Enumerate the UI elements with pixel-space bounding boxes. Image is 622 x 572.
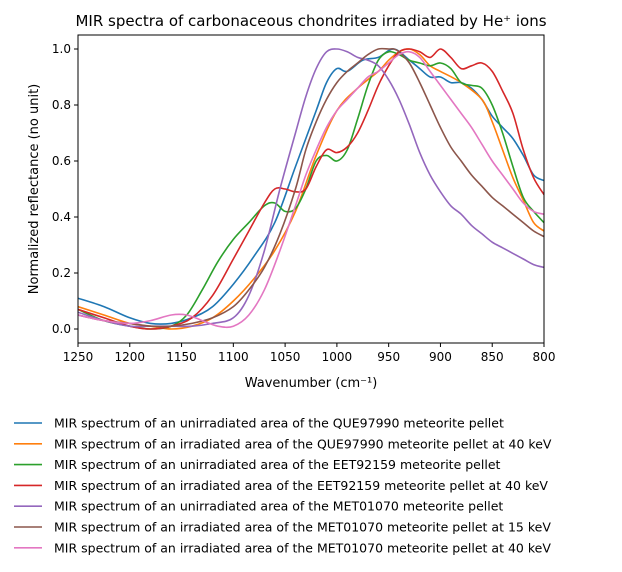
x-tick-label: 900 [429,350,452,364]
x-tick-label: 850 [481,350,504,364]
x-tick-label: 1000 [322,350,353,364]
legend-label-1: MIR spectrum of an unirradiated area of … [54,416,504,431]
plot-area [77,34,545,344]
y-tick-label: 0.4 [52,210,71,224]
chart-title-text: MIR spectra of carbonaceous chondrites i… [75,12,546,30]
legend-label-4: MIR spectrum of an irradiated area of th… [54,478,548,493]
series-line-7 [78,50,544,329]
x-axis-label: Wavenumber (cm⁻¹) [245,376,378,391]
x-tick-label: 1200 [115,350,146,364]
chart-title: MIR spectra of carbonaceous chondrites i… [75,12,546,30]
series-layer [78,47,544,330]
y-axis-label: Normalized reflectance (no unit) [27,84,42,294]
series-line-1 [78,48,544,325]
x-axis-ticks: 1250 1200 1150 1100 1050 1000 950 900 850 800 [63,343,556,364]
y-tick-label: 1.0 [52,42,71,56]
legend-label-6: MIR spectrum of an irradiated area of th… [54,520,551,535]
y-tick-label: 0.8 [52,98,71,112]
x-tick-label: 1100 [218,350,249,364]
legend: MIR spectrum of an unirradiated area of … [14,416,552,555]
plot-frame [77,34,545,344]
x-tick-label: 950 [377,350,400,364]
x-tick-label: 800 [533,350,556,364]
series-line-4 [78,48,544,330]
x-tick-label: 1150 [166,350,197,364]
y-tick-label: 0.6 [52,154,71,168]
y-axis-ticks: 0.0 0.2 0.4 0.6 0.8 1.0 [52,42,78,336]
x-tick-label: 1050 [270,350,301,364]
y-tick-label: 0.2 [52,266,71,280]
y-tick-label: 0.0 [52,322,71,336]
series-line-6 [78,47,544,328]
legend-label-2: MIR spectrum of an irradiated area of th… [54,436,552,451]
series-line-3 [78,50,544,330]
legend-label-7: MIR spectrum of an irradiated area of th… [54,540,551,555]
x-tick-label: 1250 [63,350,94,364]
legend-label-3: MIR spectrum of an unirradiated area of … [54,457,501,472]
legend-label-5: MIR spectrum of an unirradiated area of … [54,499,503,514]
